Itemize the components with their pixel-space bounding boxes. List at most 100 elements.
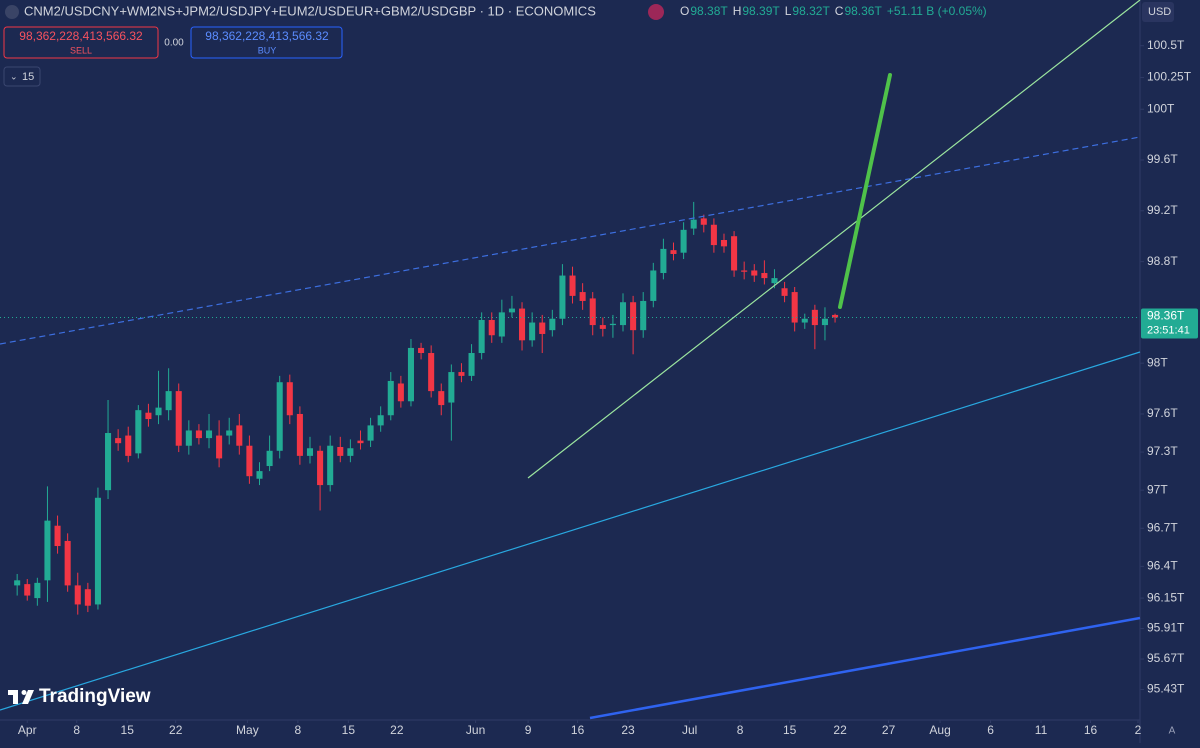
candle-body	[296, 413, 303, 456]
candle-body	[397, 383, 404, 402]
candle-body	[529, 322, 536, 341]
candle-body	[619, 302, 627, 326]
sell-price[interactable]: 98,362,228,413,566.32	[19, 29, 143, 43]
candle-body	[599, 325, 606, 329]
candle-body	[478, 320, 485, 354]
y-tick-label: 98T	[1147, 355, 1168, 369]
candle-body	[306, 448, 314, 456]
candle-body	[650, 270, 657, 301]
buy-label[interactable]: BUY	[258, 45, 277, 55]
indicator-count[interactable]: 15	[22, 71, 34, 83]
y-tick-label: 95.91T	[1147, 621, 1185, 635]
candle-body	[539, 322, 546, 334]
last-price-label: 98.36T	[1147, 309, 1185, 323]
ohlc-key: L	[785, 4, 792, 18]
x-tick-label: May	[236, 723, 259, 737]
candle-body	[236, 425, 243, 446]
x-tick-label: 16	[571, 723, 585, 737]
candle-body	[700, 218, 707, 225]
candle-body	[832, 314, 839, 318]
y-tick-label: 96.15T	[1147, 590, 1185, 604]
buy-button[interactable]	[190, 26, 343, 59]
candle-body	[337, 446, 344, 456]
candle-body	[347, 448, 354, 456]
sell-label[interactable]: SELL	[70, 45, 92, 55]
x-tick-label: 8	[737, 723, 744, 737]
candle-body	[569, 275, 576, 296]
candle-body	[286, 382, 293, 416]
y-tick-label: 96.4T	[1147, 559, 1178, 573]
candle-body	[731, 236, 738, 271]
indicator-toggle[interactable]	[3, 66, 41, 87]
candle-body	[791, 292, 798, 323]
candle-body	[660, 248, 667, 274]
candle-body	[226, 430, 233, 436]
countdown: 23:51:41	[1147, 324, 1190, 336]
projection-arrow	[838, 73, 892, 309]
candle-body	[216, 435, 223, 459]
y-tick-label: 100.25T	[1147, 70, 1192, 84]
candle-body	[327, 445, 334, 486]
candle-body	[418, 347, 425, 354]
candle-body	[165, 391, 172, 411]
candle-body	[367, 425, 374, 441]
candle-body	[609, 323, 616, 326]
candle-body	[680, 229, 687, 253]
candle-body	[498, 312, 505, 337]
candle-body	[256, 471, 263, 479]
x-tick-label: 22	[833, 723, 847, 737]
y-tick-label: 100.5T	[1147, 38, 1185, 52]
candle-body	[549, 318, 556, 331]
market-icon	[648, 4, 664, 20]
candle-body	[387, 380, 394, 416]
ohlc-value: 98.36T	[844, 4, 882, 18]
y-tick-label: 98.8T	[1147, 254, 1178, 268]
candle-body	[630, 302, 637, 331]
y-tick-label: 100T	[1147, 101, 1175, 115]
buy-price[interactable]: 98,362,228,413,566.32	[205, 29, 329, 43]
x-tick-label: 16	[1084, 723, 1098, 737]
candle-body	[428, 353, 435, 392]
ohlc-value: 98.39T	[742, 4, 780, 18]
ohlc-legend: O 98.38T H 98.39T L 98.32T C 98.36T +51.11 B (+0…	[680, 4, 987, 18]
x-tick-label: Apr	[18, 723, 37, 737]
brand-logo: TradingView	[8, 686, 151, 707]
candle-body	[276, 382, 283, 451]
ohlc-key: O	[680, 4, 689, 18]
candle-body	[175, 391, 182, 446]
candle-body	[811, 309, 818, 326]
candle-body	[195, 430, 202, 439]
x-tick-label: 15	[783, 723, 797, 737]
candle-body	[145, 412, 152, 420]
x-tick-label: Jul	[682, 723, 697, 737]
candle-body	[24, 584, 31, 596]
candle-body	[720, 240, 728, 247]
candle-body	[74, 585, 81, 605]
trend-line	[527, 0, 1141, 479]
candle-body	[488, 320, 495, 336]
auto-scale[interactable]: A	[1169, 726, 1176, 737]
spread: 0.00	[164, 38, 184, 49]
candle-body	[458, 372, 465, 376]
candle-body	[771, 278, 778, 284]
currency-box[interactable]	[1142, 2, 1174, 22]
trend-line	[589, 616, 1141, 720]
candle-body	[821, 318, 828, 326]
candle-body	[357, 440, 364, 444]
candle-body	[205, 430, 213, 439]
x-tick-label: 15	[342, 723, 356, 737]
x-tick-label: 2	[1135, 723, 1142, 737]
logo-shape	[13, 690, 18, 704]
candle-body	[44, 520, 51, 581]
currency[interactable]: USD	[1148, 6, 1171, 18]
ohlc-key: C	[835, 4, 844, 18]
sell-button[interactable]	[3, 26, 159, 59]
y-tick-label: 95.43T	[1147, 682, 1185, 696]
candle-body	[266, 450, 273, 467]
y-tick-label: 97T	[1147, 482, 1168, 496]
symbol-title[interactable]: CNM2/USDCNY+WM2NS+JPM2/USDJPY+EUM2/USDEU…	[24, 3, 596, 18]
y-tick-label: 96.7T	[1147, 520, 1178, 534]
candle-body	[155, 407, 162, 416]
